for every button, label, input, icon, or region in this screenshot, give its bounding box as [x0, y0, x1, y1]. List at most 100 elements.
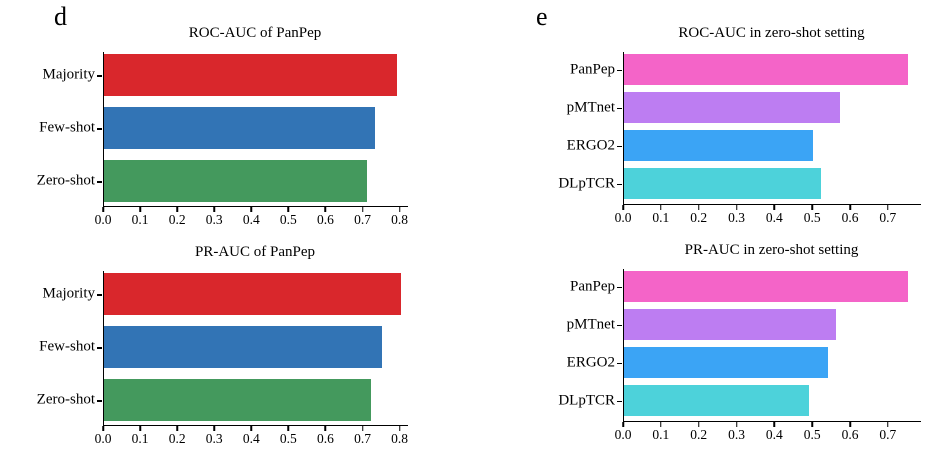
- y-tick: [97, 294, 102, 296]
- x-tick-label: 0.2: [168, 212, 186, 227]
- bar-row-dlptcr: DLpTCR: [558, 385, 921, 416]
- y-tick: [617, 286, 622, 288]
- bar-ergo2: [624, 130, 814, 161]
- x-tick: [250, 207, 253, 212]
- y-tick: [617, 69, 622, 71]
- category-label-dlptcr: DLpTCR: [558, 392, 615, 408]
- bar-few-shot: [104, 326, 383, 368]
- plot-area: Majority Few-shot Zero-shot: [37, 271, 408, 426]
- x-tick: [887, 422, 889, 427]
- x-tick-label: 0.2: [690, 210, 708, 225]
- bar-row-dlptcr: DLpTCR: [558, 168, 921, 199]
- x-tick: [811, 205, 813, 210]
- x-tick-label: 0.5: [279, 431, 297, 446]
- bar-row-majority: Majority: [43, 273, 408, 315]
- x-tick-label: 0.1: [131, 431, 149, 446]
- x-tick-label: 0.6: [841, 210, 859, 225]
- bar-row-ergo2: ERGO2: [567, 347, 921, 378]
- bar-row-pmtnet: pMTnet: [567, 92, 921, 123]
- x-tick: [773, 205, 776, 210]
- bar-row-majority: Majority: [43, 54, 408, 96]
- chart-roc-auc-zero-shot: ROC-AUC in zero-shot setting PanPep pMTnet…: [530, 22, 942, 229]
- x-tick: [398, 426, 401, 431]
- x-tick-label: 0.7: [354, 212, 371, 227]
- x-tick-label: 0.0: [94, 212, 112, 227]
- x-tick-label: 0.1: [131, 212, 149, 227]
- x-tick-label: 0.4: [765, 427, 783, 442]
- category-label-dlptcr: DLpTCR: [558, 175, 615, 191]
- y-tick: [617, 324, 622, 326]
- x-tick: [660, 205, 662, 210]
- x-tick: [361, 207, 364, 212]
- x-tick-label: 0.4: [242, 431, 260, 446]
- bar-majority: [104, 273, 401, 315]
- x-tick-label: 0.6: [317, 431, 334, 446]
- y-tick: [617, 145, 622, 147]
- category-label-ergo2: ERGO2: [566, 137, 615, 153]
- x-tick-label: 0.7: [879, 210, 897, 225]
- x-tick: [735, 205, 738, 210]
- panel-e-letter: e: [536, 2, 548, 31]
- category-label-zero-shot: Zero-shot: [36, 391, 95, 408]
- bar-row-pmtnet: pMTnet: [567, 309, 921, 340]
- category-label-majority: Majority: [42, 285, 96, 302]
- bar-zero-shot: [104, 160, 368, 202]
- y-tick: [97, 75, 102, 77]
- x-tick: [250, 426, 253, 431]
- bar-dlptcr: [624, 385, 810, 416]
- bar-ergo2: [624, 347, 829, 378]
- bar-pmtnet: [624, 309, 836, 340]
- y-tick: [617, 362, 622, 364]
- category-label-pmtnet: pMTnet: [566, 99, 615, 115]
- x-tick-label: 0.3: [205, 431, 223, 446]
- x-tick-label: 0.2: [690, 427, 708, 442]
- chart-pr-auc-panpep: PR-AUC of PanPep Majority Few-shot Zero-sho…: [30, 241, 475, 450]
- x-tick-label: 0.4: [765, 210, 783, 225]
- x-tick-label: 0.5: [803, 210, 821, 225]
- category-label-ergo2: ERGO2: [566, 354, 615, 370]
- chart-title: ROC-AUC of PanPep: [188, 25, 322, 41]
- x-tick-label: 0.1: [652, 210, 670, 225]
- plot-area: Majority Few-shot Zero-shot: [37, 52, 408, 207]
- chart-pr-auc-zero-shot: PR-AUC in zero-shot setting PanPep pMTnet E…: [530, 239, 942, 446]
- x-tick: [697, 422, 700, 427]
- x-tick-label: 0.5: [803, 427, 821, 442]
- y-tick: [97, 400, 102, 402]
- bar-few-shot: [104, 107, 375, 149]
- x-tick-label: 0.5: [279, 212, 297, 227]
- x-tick: [213, 207, 215, 212]
- x-tick-label: 0.0: [94, 431, 112, 446]
- bar-row-panpep: PanPep: [570, 54, 921, 85]
- panel-d-letter: d: [54, 2, 67, 31]
- category-label-few-shot: Few-shot: [39, 119, 95, 136]
- x-tick: [811, 422, 813, 427]
- y-tick: [97, 128, 102, 130]
- x-tick-label: 0.1: [652, 427, 670, 442]
- bar-pmtnet: [624, 92, 840, 123]
- bar-panpep: [624, 54, 908, 85]
- panel-d: d ROC-AUC of PanPep Majority Few-shot Zero-…: [30, 0, 475, 460]
- x-tick: [139, 426, 141, 431]
- x-tick-label: 0.3: [205, 212, 223, 227]
- x-tick-label: 0.7: [879, 427, 897, 442]
- y-tick: [617, 183, 622, 185]
- x-tick-label: 0.6: [317, 212, 334, 227]
- bar-row-few-shot: Few-shot: [39, 107, 408, 149]
- x-tick-label: 0.0: [614, 210, 632, 225]
- y-tick: [97, 181, 102, 183]
- category-label-panpep: PanPep: [570, 61, 615, 77]
- x-tick: [176, 426, 178, 431]
- x-axis: 0.0 0.1 0.2 0.3 0.4 0.5 0.6 0.7: [615, 422, 920, 446]
- x-tick: [176, 207, 178, 212]
- x-tick: [102, 207, 104, 212]
- x-tick: [849, 205, 851, 210]
- x-tick: [887, 205, 889, 210]
- x-tick: [361, 426, 364, 431]
- chart-title: ROC-AUC in zero-shot setting: [678, 25, 865, 41]
- chart-title: PR-AUC of PanPep: [194, 244, 315, 260]
- x-tick-label: 0.4: [242, 212, 260, 227]
- x-tick: [735, 422, 738, 427]
- bar-row-panpep: PanPep: [570, 271, 921, 302]
- x-tick: [102, 426, 104, 431]
- x-tick-label: 0.2: [168, 431, 186, 446]
